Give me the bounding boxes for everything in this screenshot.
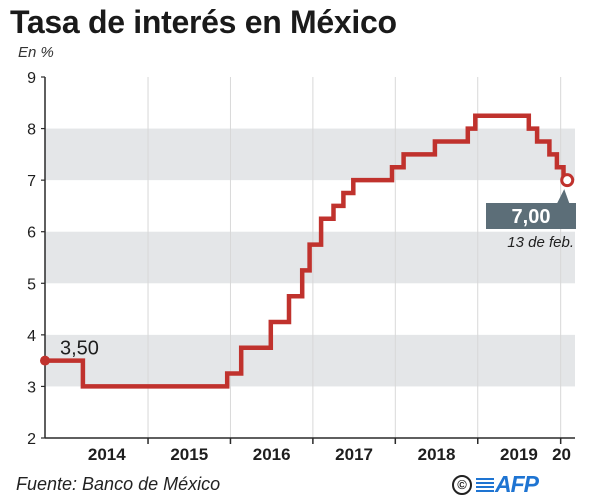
- end-point-marker: [560, 173, 575, 188]
- start-value-label: 3,50: [60, 338, 99, 360]
- background-bands: [45, 128, 575, 387]
- agency-credit: © AFP: [452, 471, 539, 498]
- x-tick-label: 2017: [335, 445, 373, 464]
- copyright-icon: ©: [452, 474, 472, 495]
- x-tick-label: 2015: [170, 445, 208, 464]
- source-note: Fuente: Banco de México: [16, 474, 221, 494]
- afp-logo-text: AFP: [495, 471, 539, 497]
- year-dividers: [147, 77, 562, 444]
- afp-logo-icon: AFP: [476, 471, 539, 498]
- y-tick-label: 8: [27, 122, 36, 139]
- chart-title: Tasa de interés en México: [10, 4, 397, 40]
- x-axis-ticks: 2014 2015 2016 2017 2018 2019 20: [88, 438, 571, 464]
- end-date-label: 13 de feb.: [507, 234, 574, 251]
- x-tick-label: 2016: [253, 445, 291, 464]
- y-tick-label: 6: [27, 225, 36, 242]
- x-tick-label: 2018: [418, 445, 456, 464]
- callout-box: [486, 189, 576, 229]
- y-axis-unit-label: En %: [18, 44, 54, 61]
- y-tick-label: 3: [27, 379, 36, 396]
- start-point-marker: [40, 355, 50, 366]
- end-value-callout: 7,00: [486, 189, 576, 229]
- x-tick-label: 2014: [88, 445, 126, 464]
- y-tick-label: 9: [27, 70, 36, 87]
- end-value-label: 7,00: [512, 206, 551, 228]
- grid-band: [45, 128, 575, 181]
- y-tick-label: 7: [27, 173, 36, 190]
- x-tick-label: 20: [552, 445, 571, 464]
- afp-speed-lines-icon: [476, 477, 494, 492]
- y-tick-label: 4: [27, 328, 36, 345]
- grid-band: [45, 334, 575, 387]
- y-tick-label: 5: [27, 276, 36, 293]
- series-line-interest-rate: [45, 113, 570, 389]
- y-axis-ticks: 2 3 4 5 6 7 8 9: [27, 70, 45, 448]
- y-tick-label: 2: [27, 431, 36, 448]
- x-tick-label: 2019: [500, 445, 538, 464]
